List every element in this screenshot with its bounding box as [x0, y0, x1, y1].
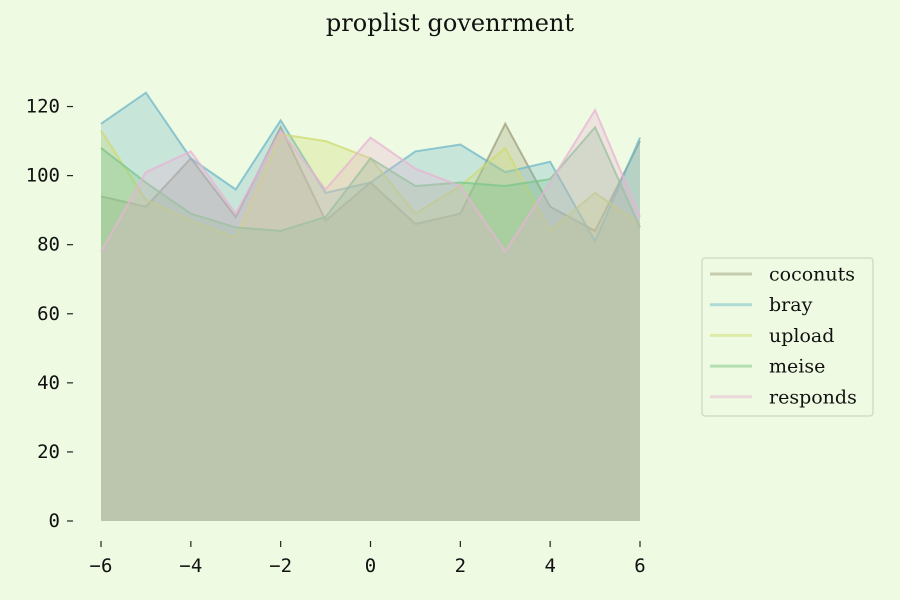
y-tick-label: 80: [37, 234, 60, 256]
series-area-responds: [101, 109, 640, 522]
x-tick-label: −6: [90, 555, 113, 577]
y-tick-label: 40: [37, 372, 60, 394]
y-axis: 0 20 40 60 80 100 120: [26, 96, 73, 532]
y-tick-label: 20: [37, 441, 60, 463]
series-area-coconuts: [101, 123, 640, 521]
y-tick-label: 100: [26, 165, 60, 187]
y-tick-label: 60: [37, 303, 60, 325]
series-line-meise: [100, 125, 641, 232]
x-tick-label: 4: [544, 555, 555, 577]
y-tick-label: 0: [49, 510, 60, 532]
series-area-upload: [101, 130, 640, 521]
series-area-meise: [101, 127, 640, 521]
series-area-bray: [101, 92, 640, 521]
x-tick-label: −4: [179, 555, 202, 577]
x-tick-label: 0: [365, 555, 376, 577]
legend-label-upload: upload: [769, 325, 834, 347]
legend-label-bray: bray: [769, 294, 813, 316]
x-axis: −6 −4 −2 0 2 4 6: [90, 541, 646, 577]
legend-label-meise: meise: [769, 356, 825, 378]
y-tick-label: 120: [26, 96, 60, 118]
series-line-responds: [100, 107, 641, 254]
legend-label-coconuts: coconuts: [769, 264, 855, 286]
legend-label-responds: responds: [769, 386, 857, 408]
chart-title: proplist govenrment: [326, 9, 575, 37]
x-tick-label: 2: [455, 555, 466, 577]
x-tick-label: −2: [269, 555, 292, 577]
x-tick-label: 6: [634, 555, 645, 577]
plot-area: [100, 91, 641, 522]
legend: coconuts bray upload meise responds: [701, 257, 874, 417]
legend-frame: [701, 257, 874, 417]
series-line-bray: [100, 91, 641, 244]
